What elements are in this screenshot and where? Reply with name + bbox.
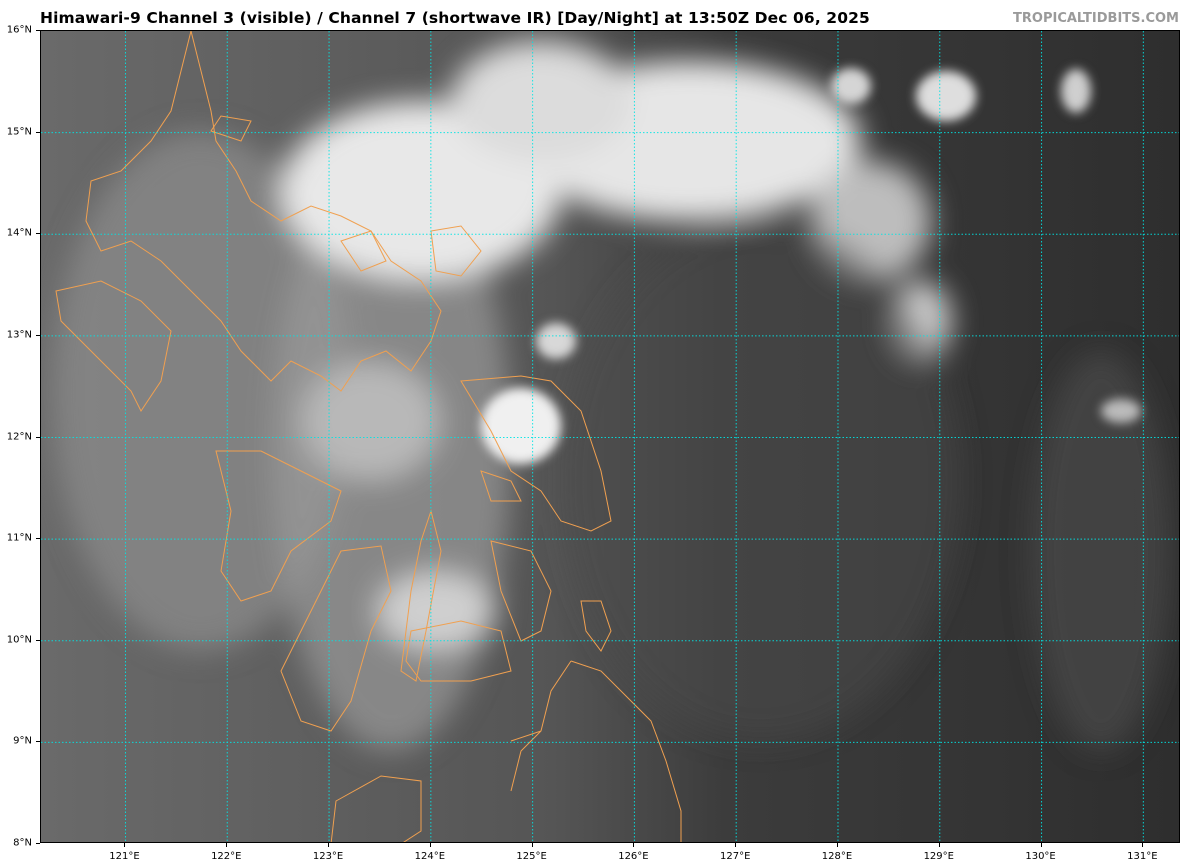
lat-tick-mark bbox=[36, 436, 40, 438]
lon-tick-label: 122°E bbox=[211, 851, 242, 862]
lon-tick-label: 127°E bbox=[719, 851, 751, 862]
lon-tick-label: 129°E bbox=[923, 851, 954, 862]
lon-tick-mark bbox=[531, 843, 533, 847]
lat-tick-mark bbox=[36, 843, 40, 844]
lat-tick-label: 14°N bbox=[6, 227, 32, 239]
lat-tick-label: 13°N bbox=[6, 329, 32, 341]
lon-tick-label: 131°E bbox=[1127, 851, 1158, 862]
lon-tick-mark bbox=[938, 843, 940, 847]
lon-tick-label: 124°E bbox=[414, 851, 446, 862]
lon-tick-mark bbox=[633, 843, 635, 847]
lon-tick-mark bbox=[836, 843, 838, 847]
graticule bbox=[41, 31, 1179, 842]
lon-tick-mark bbox=[1142, 843, 1144, 847]
brand-watermark: TROPICALTIDBITS.COM bbox=[1013, 11, 1179, 26]
lat-tick-label: 9°N bbox=[13, 735, 32, 747]
lat-tick-mark bbox=[36, 131, 40, 133]
satellite-imagery bbox=[41, 31, 1179, 842]
map-title: Himawari-9 Channel 3 (visible) / Channel… bbox=[40, 9, 870, 27]
lat-tick-label: 16°N bbox=[6, 24, 32, 36]
lat-tick-mark bbox=[36, 30, 40, 31]
lon-tick-mark bbox=[328, 843, 330, 847]
lat-tick-label: 12°N bbox=[6, 431, 32, 442]
lon-tick-mark bbox=[429, 843, 431, 847]
lat-tick-mark bbox=[36, 639, 40, 641]
lat-tick-label: 15°N bbox=[6, 126, 32, 138]
coastlines bbox=[55, 31, 682, 842]
lon-tick-label: 123°E bbox=[312, 851, 344, 862]
lat-tick-mark bbox=[36, 334, 40, 336]
lat-tick-mark bbox=[36, 538, 40, 540]
lon-tick-mark bbox=[735, 843, 737, 847]
lat-tick-label: 11°N bbox=[6, 532, 32, 544]
lon-tick-label: 121°E bbox=[109, 851, 140, 862]
lon-tick-label: 126°E bbox=[618, 851, 649, 862]
lon-tick-label: 130°E bbox=[1025, 851, 1056, 862]
lat-tick-mark bbox=[36, 741, 40, 743]
lon-tick-label: 128°E bbox=[821, 851, 853, 862]
lon-tick-label: 125°E bbox=[516, 851, 547, 862]
lon-tick-mark bbox=[1040, 843, 1042, 847]
lat-tick-label: 8°N bbox=[13, 837, 32, 849]
lon-tick-mark bbox=[124, 843, 126, 847]
satellite-map bbox=[40, 30, 1180, 843]
cloud-layer bbox=[51, 41, 1171, 751]
lat-tick-mark bbox=[36, 233, 40, 235]
lon-tick-mark bbox=[226, 843, 228, 847]
lat-tick-label: 10°N bbox=[6, 634, 32, 646]
